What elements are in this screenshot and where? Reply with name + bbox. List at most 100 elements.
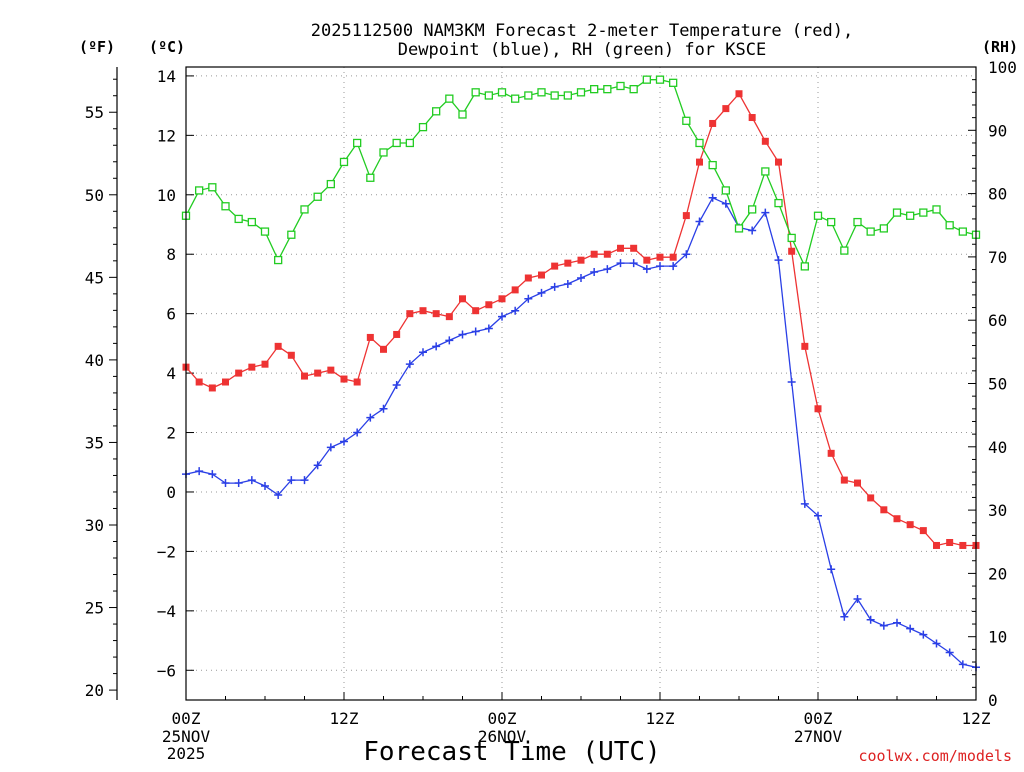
- dewpoint-point: [247, 476, 256, 485]
- 2-meter-temperature-point: [617, 244, 624, 252]
- rh-point: [669, 78, 678, 87]
- rh-unit-label: (RH): [982, 38, 1018, 56]
- rh-tick-label: 20: [988, 564, 1007, 583]
- 2-meter-temperature-point: [524, 274, 532, 282]
- 2-meter-temperature-point: [682, 212, 690, 220]
- rh-point: [734, 224, 744, 233]
- dewpoint-point: [221, 479, 230, 488]
- 2-meter-temperature-point: [643, 256, 651, 264]
- rh-point: [234, 214, 243, 224]
- series-layer: [181, 75, 981, 672]
- chart-title-line1: 2025112500 NAM3KM Forecast 2-meter Tempe…: [311, 21, 853, 41]
- rh-point: [879, 224, 888, 233]
- rh-point: [366, 173, 375, 182]
- dewpoint-point: [287, 476, 296, 485]
- rh-tick-label: 50: [988, 375, 1007, 394]
- rh-point: [300, 205, 309, 214]
- rh-point: [892, 208, 902, 217]
- rh-tick-label: 60: [988, 311, 1007, 330]
- 2-meter-temperature-point: [195, 378, 203, 386]
- dewpoint-point: [866, 615, 875, 624]
- rh-point: [195, 186, 204, 195]
- rh-point: [708, 160, 717, 170]
- 2-meter-temperature-point: [274, 342, 282, 350]
- rh-point: [761, 167, 770, 176]
- dewpoint-point: [893, 618, 901, 627]
- rh-point: [958, 227, 967, 236]
- gridlines: [186, 67, 976, 700]
- dewpoint-point: [827, 565, 836, 574]
- rh-tick-label: 70: [988, 248, 1007, 267]
- rh-point: [748, 205, 757, 214]
- 2-meter-temperature-point: [656, 253, 664, 261]
- 2-meter-temperature-point: [577, 256, 585, 264]
- rh-point: [471, 88, 480, 97]
- rh-point: [906, 211, 915, 220]
- 2-meter-temperature-point: [393, 330, 401, 338]
- 2-meter-temperature-point: [538, 271, 545, 279]
- rh-point: [590, 85, 599, 94]
- celsius-tick-label: 12: [157, 126, 176, 145]
- 2-meter-temperature-point: [630, 244, 638, 252]
- 2-meter-temperature-series: [182, 90, 980, 549]
- celsius-tick-label: 10: [157, 186, 176, 205]
- time-tick-label: 00Z: [488, 709, 517, 728]
- rh-point: [313, 192, 322, 201]
- 2-meter-temperature-point: [222, 378, 229, 386]
- 2-meter-temperature-point: [893, 515, 901, 523]
- 2-meter-temperature-point: [788, 247, 796, 255]
- 2-meter-temperature-point: [432, 310, 440, 318]
- rh-point: [287, 230, 296, 239]
- 2-meter-temperature-point: [814, 405, 822, 413]
- fahrenheit-tick-label: 20: [85, 681, 104, 700]
- dewpoint-point: [669, 262, 678, 271]
- 2-meter-temperature-point: [590, 250, 598, 258]
- dewpoint-point: [800, 499, 809, 508]
- rh-point: [445, 94, 454, 103]
- dewpoint-point: [682, 250, 691, 259]
- 2-meter-temperature-point: [208, 384, 216, 392]
- dewpoint-point: [379, 404, 388, 413]
- dewpoint-point: [642, 265, 651, 274]
- dewpoint-point: [537, 288, 546, 297]
- dewpoint-point: [774, 256, 783, 265]
- rh-axis: 0 10 20 30 40 50 60 70 80 90 100: [968, 58, 1017, 710]
- 2-meter-temperature-point: [946, 538, 954, 546]
- 2-meter-temperature-point: [603, 250, 611, 258]
- rh-point: [721, 186, 730, 195]
- dewpoint-point: [458, 330, 467, 339]
- fahrenheit-tick-label: 40: [85, 351, 104, 370]
- 2-meter-temperature-point: [472, 307, 480, 315]
- rh-point: [260, 227, 270, 236]
- dewpoint-point: [590, 268, 599, 277]
- fahrenheit-tick-label: 35: [85, 433, 104, 452]
- rh-tick-label: 30: [988, 501, 1007, 520]
- dewpoint-point: [563, 279, 572, 288]
- dewpoint-point: [787, 378, 796, 387]
- rh-point: [339, 157, 349, 167]
- 2-meter-temperature-point: [775, 158, 782, 166]
- 2-meter-temperature-point: [380, 345, 387, 353]
- 2-meter-temperature-point: [801, 342, 809, 350]
- celsius-tick-label: 6: [166, 305, 176, 324]
- rh-tick-label: 40: [988, 438, 1007, 457]
- rh-point: [405, 138, 414, 148]
- fahrenheit-tick-label: 30: [85, 516, 104, 535]
- 2-meter-temperature-point: [840, 476, 848, 484]
- celsius-tick-label: 8: [166, 245, 176, 264]
- time-tick-label: 12Z: [646, 709, 675, 728]
- 2-meter-temperature-point: [445, 313, 453, 321]
- dewpoint-point: [353, 428, 362, 437]
- time-tick-label: 00Z: [172, 709, 201, 728]
- fahrenheit-tick-label: 25: [85, 599, 104, 618]
- time-date-label: 26NOV: [478, 727, 527, 746]
- plot-frame: [185, 66, 977, 701]
- 2-meter-temperature-point: [498, 295, 506, 303]
- 2-meter-temperature-point: [722, 105, 730, 113]
- celsius-axis: −6 −4 −2 0 2 4 6 8 10 12 14: [157, 67, 194, 680]
- 2-meter-temperature-point: [327, 366, 335, 374]
- 2-meter-temperature-point: [261, 360, 269, 368]
- rh-point: [603, 85, 612, 94]
